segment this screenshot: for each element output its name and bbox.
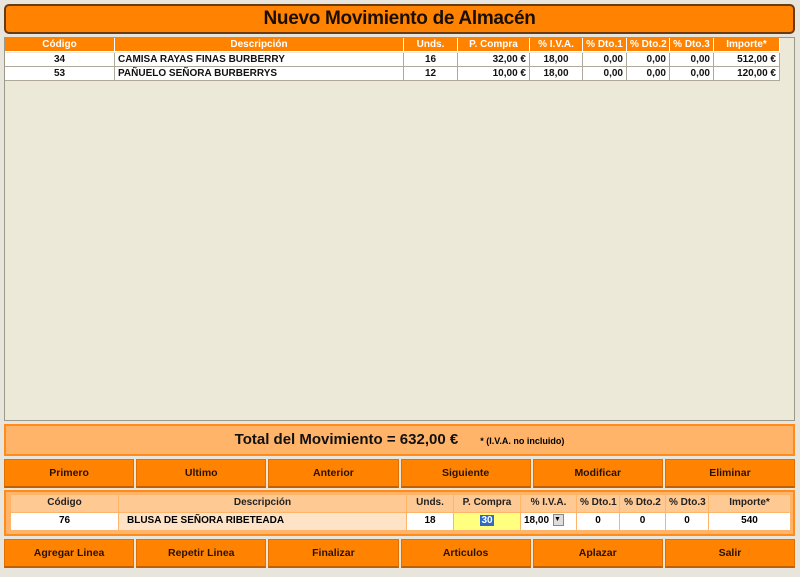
column-header: Importe*	[714, 38, 780, 52]
table-cell: 120,00 €	[714, 67, 780, 81]
table-cell: 34	[5, 53, 115, 67]
total-panel: Total del Movimiento = 632,00 € * (I.V.A.…	[4, 424, 795, 456]
window-title: Nuevo Movimiento de Almacén	[4, 4, 795, 34]
repetir-linea-button[interactable]: Repetir Linea	[136, 539, 267, 568]
lines-grid[interactable]: Código Descripción Unds. P. Compra% I.V.A.%…	[4, 37, 795, 421]
entry-column-header: % Dto.2	[620, 495, 666, 512]
column-header: % Dto.1	[583, 38, 627, 52]
finalizar-button[interactable]: Finalizar	[268, 539, 399, 568]
column-header: % I.V.A.	[530, 38, 583, 52]
table-cell: PAÑUELO SEÑORA BURBERRYS	[115, 67, 404, 81]
table-cell: 0,00	[583, 53, 627, 67]
table-cell: 10,00 €	[458, 67, 530, 81]
aplazar-button[interactable]: Aplazar	[532, 539, 663, 568]
salir-button[interactable]: Salir	[664, 539, 796, 568]
entry-panel: Código Descripción Unds. P. Compra% I.V.A.%…	[4, 490, 795, 536]
table-cell: 0,00	[670, 53, 714, 67]
entry-importe: 540	[709, 513, 791, 530]
ultimo-button[interactable]: Ultimo	[136, 459, 267, 488]
entry-dto1[interactable]: 0	[577, 513, 620, 530]
total-note: * (I.V.A. no incluido)	[480, 436, 565, 446]
entry-p-compra[interactable]: 30	[454, 513, 521, 530]
entry-column-header: Importe*	[709, 495, 791, 512]
table-row[interactable]: 53 PAÑUELO SEÑORA BURBERRYS 12 10,00 €18,00…	[5, 67, 780, 81]
entry-codigo[interactable]: 76	[11, 513, 119, 530]
entry-column-header: Código	[11, 495, 119, 512]
table-cell: CAMISA RAYAS FINAS BURBERRY	[115, 53, 404, 67]
entry-column-header: % Dto.3	[666, 495, 709, 512]
table-cell: 0,00	[583, 67, 627, 81]
column-header: P. Compra	[458, 38, 530, 52]
anterior-button[interactable]: Anterior	[268, 459, 399, 488]
column-header: Descripción	[115, 38, 404, 52]
grid-header: Código Descripción Unds. P. Compra% I.V.A.%…	[5, 38, 780, 52]
table-cell: 12	[404, 67, 458, 81]
total-label: Total del Movimiento = 632,00 €	[234, 431, 459, 448]
column-header: Unds.	[404, 38, 458, 52]
siguiente-button[interactable]: Siguiente	[400, 459, 531, 488]
table-cell: 0,00	[627, 67, 670, 81]
column-header: % Dto.3	[670, 38, 714, 52]
entry-column-header: P. Compra	[454, 495, 521, 512]
table-cell: 18,00	[530, 67, 583, 81]
action-buttons: Agregar Linea Repetir Linea Finalizar Artic…	[4, 539, 796, 568]
table-cell: 16	[404, 53, 458, 67]
table-cell: 0,00	[670, 67, 714, 81]
entry-iva-select[interactable]: 18,00 ▼	[521, 513, 577, 530]
entry-unds[interactable]: 18	[407, 513, 454, 530]
modificar-button[interactable]: Modificar	[532, 459, 663, 488]
table-cell: 53	[5, 67, 115, 81]
entry-dto3[interactable]: 0	[666, 513, 709, 530]
table-cell: 512,00 €	[714, 53, 780, 67]
entry-column-header: % Dto.1	[577, 495, 620, 512]
chevron-down-icon[interactable]: ▼	[553, 514, 565, 527]
iva-value: 18,00	[524, 515, 550, 526]
articulos-button[interactable]: Articulos	[400, 539, 531, 568]
entry-column-header: Descripción	[119, 495, 407, 512]
p-compra-value[interactable]: 30	[480, 515, 494, 526]
nav-buttons: Primero Ultimo Anterior Siguiente Modificar E…	[4, 459, 796, 488]
agregar-linea-button[interactable]: Agregar Linea	[4, 539, 135, 568]
entry-dto2[interactable]: 0	[620, 513, 666, 530]
table-cell: 32,00 €	[458, 53, 530, 67]
table-row[interactable]: 34 CAMISA RAYAS FINAS BURBERRY 16 32,00 €18…	[5, 53, 780, 67]
column-header: % Dto.2	[627, 38, 670, 52]
entry-column-header: % I.V.A.	[521, 495, 577, 512]
entry-descripcion[interactable]: BLUSA DE SEÑORA RIBETEADA	[119, 513, 407, 530]
column-header: Código	[5, 38, 115, 52]
primero-button[interactable]: Primero	[4, 459, 135, 488]
eliminar-button[interactable]: Eliminar	[664, 459, 796, 488]
table-cell: 18,00	[530, 53, 583, 67]
entry-column-header: Unds.	[407, 495, 454, 512]
table-cell: 0,00	[627, 53, 670, 67]
